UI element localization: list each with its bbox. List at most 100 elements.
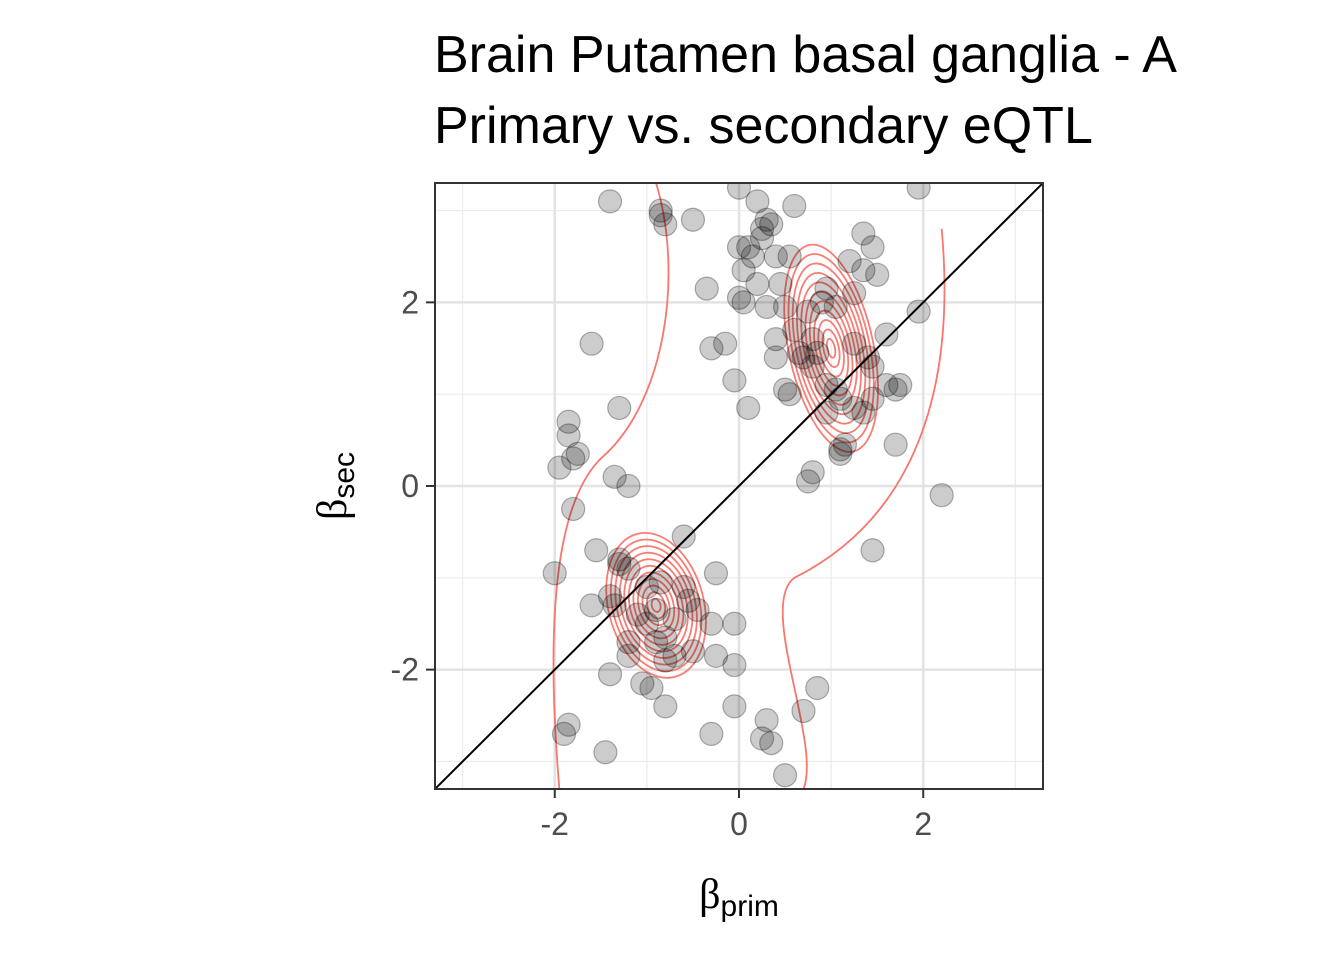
- contour-line: [800, 281, 862, 416]
- data-point: [823, 294, 848, 320]
- data-point: [851, 400, 876, 425]
- data-point: [625, 602, 650, 627]
- data-point: [759, 730, 784, 756]
- data-point: [736, 395, 761, 421]
- data-point: [763, 326, 788, 352]
- data-point: [643, 597, 669, 623]
- data-point: [556, 712, 581, 737]
- data-point: [740, 244, 765, 269]
- data-point: [602, 464, 627, 489]
- data-point: [699, 721, 724, 747]
- contour-line: [637, 578, 676, 633]
- data-point: [547, 455, 572, 480]
- data-point: [860, 235, 885, 260]
- data-point: [643, 629, 669, 655]
- data-point: [749, 216, 775, 242]
- x-axis-subscript: prim: [721, 890, 779, 923]
- contour-line: [650, 597, 662, 613]
- data-point: [565, 441, 590, 466]
- data-point: [616, 643, 641, 668]
- data-point: [579, 331, 604, 356]
- contour-line: [632, 571, 680, 640]
- y-axis-symbol: β: [310, 499, 356, 520]
- data-point: [814, 400, 839, 425]
- data-point: [726, 183, 752, 200]
- data-point: [616, 629, 641, 655]
- data-point: [800, 354, 825, 379]
- data-point: [694, 276, 719, 301]
- data-point: [772, 763, 798, 788]
- x-axis-symbol: β: [699, 872, 720, 918]
- contour-line: [605, 532, 707, 679]
- chart-title: Brain Putamen basal ganglia - A: [434, 26, 1177, 84]
- data-point: [828, 386, 853, 411]
- data-point: [837, 248, 862, 274]
- data-point: [616, 473, 641, 499]
- data-points: [542, 183, 954, 788]
- data-point: [607, 547, 632, 572]
- identity-line: [435, 183, 1043, 789]
- y-axis-title: βsec: [310, 452, 361, 520]
- data-point: [874, 322, 899, 347]
- data-point: [883, 432, 908, 457]
- data-point: [680, 207, 706, 232]
- data-point: [851, 258, 876, 283]
- contour-line: [781, 228, 946, 789]
- x-tick-label: -2: [541, 806, 569, 842]
- data-point: [653, 694, 678, 719]
- x-tick-label: 2: [914, 806, 932, 842]
- contour-line: [825, 337, 837, 359]
- data-point: [809, 290, 835, 315]
- density-contours: [552, 183, 946, 789]
- contour-line: [609, 538, 703, 673]
- data-point: [607, 395, 632, 421]
- data-point: [639, 675, 664, 701]
- data-point: [648, 570, 673, 595]
- identity-line-segment: [435, 183, 1043, 789]
- data-point: [556, 409, 581, 434]
- data-point: [648, 203, 673, 228]
- data-point: [800, 460, 825, 485]
- chart-subtitle: Primary vs. secondary eQTL: [434, 97, 1093, 155]
- data-point: [860, 386, 885, 411]
- contour-line: [796, 271, 867, 425]
- data-point: [662, 643, 687, 668]
- contour-line: [783, 243, 879, 453]
- data-point: [653, 625, 678, 650]
- data-point: [745, 189, 770, 214]
- contour-line: [808, 300, 854, 397]
- data-point: [593, 740, 618, 765]
- data-point: [726, 285, 752, 310]
- contour-line: [627, 564, 685, 646]
- contour-line: [787, 253, 875, 444]
- data-point: [759, 212, 784, 237]
- data-point: [860, 354, 885, 379]
- data-point: [671, 574, 696, 600]
- data-point: [842, 331, 867, 356]
- data-point: [722, 652, 747, 678]
- contour-line: [552, 183, 670, 789]
- data-point: [653, 212, 678, 237]
- data-point: [634, 611, 659, 636]
- data-point: [542, 561, 567, 586]
- data-point: [874, 372, 899, 398]
- data-point: [699, 336, 724, 361]
- data-point: [597, 662, 623, 687]
- data-point: [556, 423, 581, 448]
- data-point: [579, 593, 604, 618]
- data-point: [703, 643, 729, 668]
- data-point: [929, 483, 954, 508]
- data-point: [754, 207, 779, 232]
- contour-line: [791, 262, 871, 434]
- data-point: [768, 271, 793, 297]
- data-point: [828, 437, 853, 462]
- data-point: [883, 377, 908, 402]
- data-point: [754, 708, 779, 733]
- contour-line: [646, 591, 667, 620]
- data-point: [722, 368, 747, 393]
- data-point: [602, 593, 627, 618]
- contour-line: [821, 328, 841, 369]
- data-point: [630, 671, 655, 696]
- data-point: [671, 524, 696, 549]
- y-axis-subscript: sec: [328, 452, 361, 499]
